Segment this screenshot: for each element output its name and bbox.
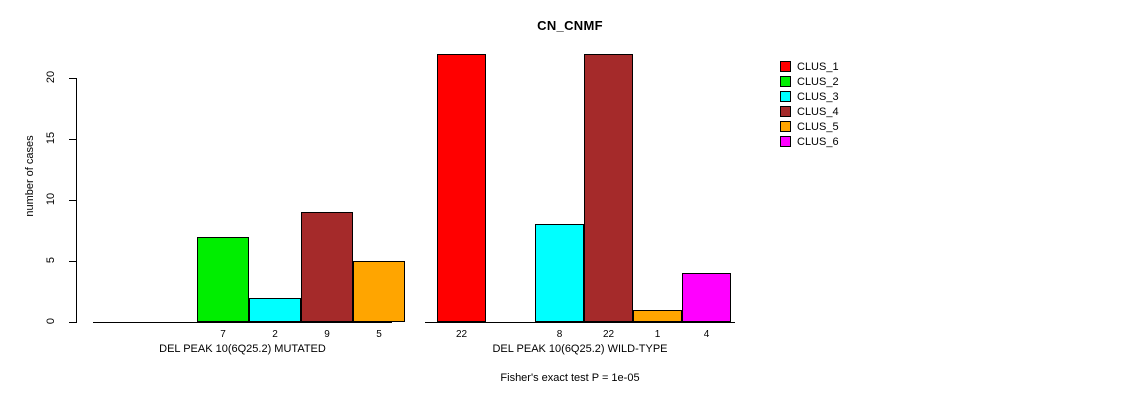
bar-value-label: 2 [272, 329, 278, 340]
x-axis-line [425, 322, 735, 323]
chart-caption: Fisher's exact test P = 1e-05 [500, 372, 640, 384]
bar-clus_1[interactable] [437, 54, 486, 322]
bar-value-label: 9 [324, 329, 330, 340]
bar-value-label: 1 [654, 329, 661, 340]
legend-item[interactable]: CLUS_5 [780, 119, 839, 134]
legend-swatch-icon [780, 76, 791, 87]
chart-legend: CLUS_1 CLUS_2 CLUS_3 CLUS_4 CLUS_5 CLUS_6 [780, 59, 839, 149]
legend-label: CLUS_6 [797, 135, 839, 148]
group-label: DEL PEAK 10(6Q25.2) WILD-TYPE [492, 343, 668, 355]
bar-value-label: 5 [376, 329, 382, 340]
bar-clus_2[interactable] [197, 237, 249, 322]
y-axis-tick [69, 261, 76, 262]
y-axis-tick [69, 200, 76, 201]
legend-swatch-icon [780, 136, 791, 147]
bar-clus_4[interactable] [301, 212, 353, 322]
legend-swatch-icon [780, 61, 791, 72]
bar-clus_5[interactable] [353, 261, 405, 322]
legend-label: CLUS_1 [797, 60, 839, 73]
bar-value-label: 8 [556, 329, 563, 340]
y-axis-tick [69, 78, 76, 79]
bar-value-label: 22 [602, 329, 615, 340]
legend-swatch-icon [780, 121, 791, 132]
bar-clus_5[interactable] [633, 310, 682, 322]
y-axis-tick [69, 322, 76, 323]
legend-item[interactable]: CLUS_3 [780, 89, 839, 104]
bar-clus_6[interactable] [682, 273, 731, 322]
legend-item[interactable]: CLUS_1 [780, 59, 839, 74]
bar-value-label: 7 [220, 329, 226, 340]
legend-item[interactable]: CLUS_2 [780, 74, 839, 89]
bar-value-label: 4 [703, 329, 710, 340]
legend-item[interactable]: CLUS_4 [780, 104, 839, 119]
legend-item[interactable]: CLUS_6 [780, 134, 839, 149]
bar-clus_4[interactable] [584, 54, 633, 322]
bar-value-label: 22 [455, 329, 468, 340]
bar-clus_3[interactable] [249, 298, 301, 322]
legend-label: CLUS_4 [797, 105, 839, 118]
legend-swatch-icon [780, 106, 791, 117]
legend-swatch-icon [780, 91, 791, 102]
y-axis-tick [69, 139, 76, 140]
y-axis-line [76, 78, 77, 323]
legend-label: CLUS_3 [797, 90, 839, 103]
legend-label: CLUS_2 [797, 75, 839, 88]
legend-label: CLUS_5 [797, 120, 839, 133]
x-axis-line [93, 322, 392, 323]
chart-title: CN_CNMF [537, 18, 603, 33]
group-label: DEL PEAK 10(6Q25.2) MUTATED [159, 343, 326, 355]
bar-clus_3[interactable] [535, 224, 584, 322]
